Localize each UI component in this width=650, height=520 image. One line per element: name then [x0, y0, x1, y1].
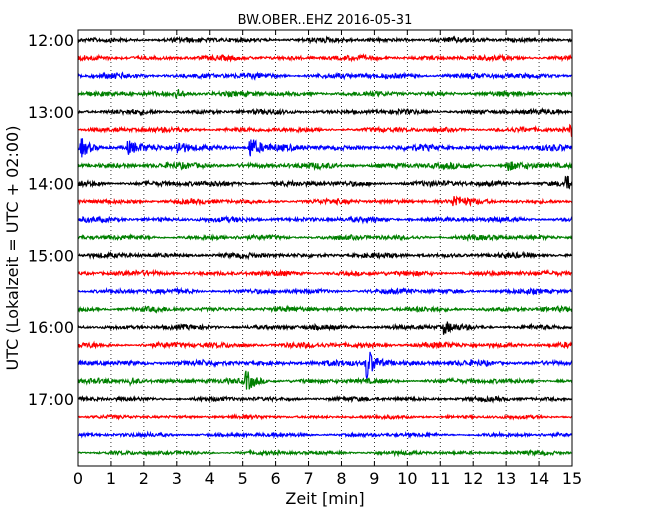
trace-line	[77, 175, 573, 190]
y-tick-label: 12:00	[28, 31, 74, 50]
x-tick-label: 12	[463, 469, 483, 488]
trace-line	[77, 430, 573, 439]
trace-line	[77, 394, 573, 404]
trace-line	[77, 250, 573, 261]
y-axis-label: UTC (Lokalzeit = UTC + 02:00)	[3, 126, 22, 371]
x-tick-label: 3	[172, 469, 182, 488]
x-tick-label: 14	[529, 469, 549, 488]
x-tick-label: 10	[397, 469, 417, 488]
trace-line	[77, 233, 573, 242]
x-tick-label: 2	[139, 469, 149, 488]
seismogram-traces	[77, 35, 573, 458]
x-tick-label: 0	[73, 469, 83, 488]
y-axis-ticks: 12:00 13:00 14:00 15:00 16:00 17:00	[28, 31, 572, 409]
trace-line	[77, 35, 573, 45]
plot-area: 0 1 2 3 4 5 6 7 8 9 10 11 12 13 14 15 12:0013:0014:0015…	[28, 29, 582, 488]
x-tick-label: 6	[271, 469, 281, 488]
trace-line	[77, 160, 573, 172]
trace-line	[77, 286, 573, 296]
plot-background	[78, 30, 572, 466]
y-tick-label: 15:00	[28, 246, 74, 265]
trace-line	[77, 71, 573, 81]
x-tick-label: 8	[336, 469, 346, 488]
trace-line	[77, 413, 573, 421]
y-tick-label: 16:00	[28, 318, 74, 337]
gridlines	[110, 30, 540, 466]
trace-line	[77, 195, 573, 208]
trace-line	[77, 107, 573, 117]
trace-line	[77, 138, 573, 158]
trace-line	[77, 340, 573, 350]
trace-line	[77, 304, 573, 314]
x-tick-label: 4	[205, 469, 215, 488]
y-tick-label: 14:00	[28, 175, 74, 194]
x-tick-label: 13	[496, 469, 516, 488]
y-tick-label: 13:00	[28, 103, 74, 122]
y-tick-label: 17:00	[28, 390, 74, 409]
trace-line	[77, 321, 573, 335]
trace-line	[77, 370, 573, 390]
x-tick-label: 7	[303, 469, 313, 488]
x-tick-label: 1	[106, 469, 116, 488]
plot-frame	[77, 29, 573, 467]
x-tick-label: 11	[430, 469, 450, 488]
trace-line	[77, 351, 573, 381]
x-tick-label: 15	[562, 469, 582, 488]
trace-line	[77, 448, 573, 458]
x-axis-ticks: 0 1 2 3 4 5 6 7 8 9 10 11 12 13 14 15	[73, 30, 582, 488]
trace-line	[77, 215, 573, 225]
trace-line	[77, 268, 573, 278]
trace-line	[77, 53, 573, 63]
x-axis-label: Zeit [min]	[285, 489, 364, 508]
trace-line	[77, 89, 573, 99]
chart-title: BW.OBER..EHZ 2016-05-31	[238, 13, 413, 28]
trace-line	[77, 123, 573, 138]
x-tick-label: 9	[369, 469, 379, 488]
x-tick-label: 5	[238, 469, 248, 488]
